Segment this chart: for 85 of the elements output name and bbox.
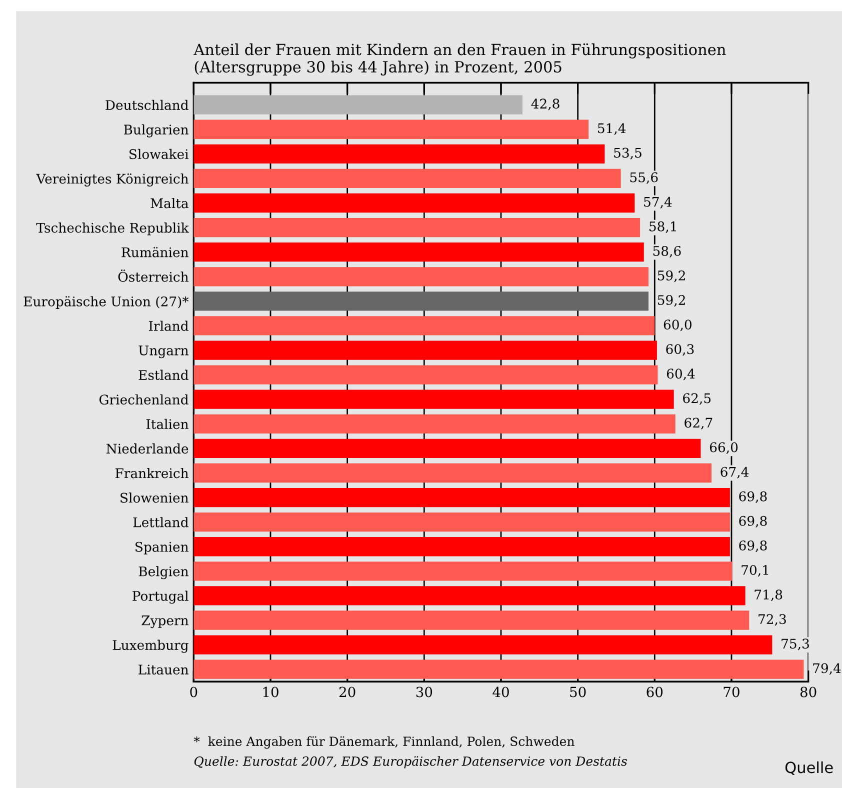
y-tick-label: Österreich bbox=[118, 270, 188, 282]
data-label: 42,8 bbox=[531, 98, 560, 110]
bar bbox=[194, 512, 730, 532]
chart-title: Anteil der Frauen mit Kindern an den Frauen in Führungspositionen (Altersgruppe 30 bis 44 Jahre) in Prozent, 2005 bbox=[194, 43, 726, 76]
x-tick-label: 80 bbox=[800, 686, 816, 698]
y-tick-label: Tschechische Republik bbox=[36, 222, 189, 236]
x-tick-label: 20 bbox=[339, 686, 356, 698]
bar bbox=[194, 242, 644, 262]
data-label: 75,3 bbox=[782, 638, 809, 650]
data-label: 57,4 bbox=[644, 196, 672, 208]
bar bbox=[194, 316, 655, 336]
text: Quelle bbox=[785, 761, 833, 775]
bar bbox=[194, 218, 640, 238]
data-label: 51,4 bbox=[598, 123, 626, 135]
y-tick-label: Spanien bbox=[136, 542, 188, 554]
data-label: 69,8 bbox=[739, 491, 767, 503]
bar bbox=[194, 193, 635, 213]
y-tick-label: Litauen bbox=[138, 664, 188, 675]
bar bbox=[194, 168, 621, 188]
bar bbox=[194, 562, 732, 581]
x-tick-label: 50 bbox=[570, 686, 586, 698]
data-label: 71,8 bbox=[754, 590, 782, 602]
source-note: Quelle: Eurostat 2007, EDS Europäischer Datenservice von Destatis bbox=[194, 756, 627, 768]
bar bbox=[194, 340, 657, 360]
bar bbox=[194, 144, 605, 164]
data-label: 70,1 bbox=[742, 565, 768, 577]
y-tick-label: Niederlande bbox=[106, 443, 188, 454]
text: * keine Angaben für Dänemark, Finnland, Polen, Schweden bbox=[194, 736, 574, 749]
data-label: 60,4 bbox=[666, 368, 695, 380]
bar bbox=[194, 537, 730, 556]
bar bbox=[194, 95, 523, 114]
data-label: 69,8 bbox=[739, 540, 767, 552]
data-label: 55,6 bbox=[630, 172, 658, 184]
y-tick-label: Griechenland bbox=[99, 394, 188, 405]
data-label: 58,6 bbox=[653, 246, 681, 258]
y-tick-label: Frankreich bbox=[115, 468, 188, 478]
bar bbox=[194, 120, 589, 139]
y-tick-label: Irland bbox=[148, 320, 188, 331]
y-tick-label: Vereinigtes Königreich bbox=[36, 173, 188, 186]
bar bbox=[194, 390, 674, 409]
bar bbox=[194, 438, 701, 458]
data-label: 59,2 bbox=[658, 295, 685, 307]
bar bbox=[194, 635, 772, 654]
y-tick-label: Deutschland bbox=[106, 100, 188, 110]
y-tick-label: Europäische Union (27)* bbox=[24, 296, 189, 309]
x-tick-label: 40 bbox=[492, 686, 509, 698]
bar bbox=[194, 365, 658, 384]
bar bbox=[194, 610, 750, 630]
y-tick-label: Lettland bbox=[133, 517, 188, 528]
data-label: 69,8 bbox=[739, 516, 767, 528]
x-tick-label: 10 bbox=[263, 686, 278, 698]
data-label: 59,2 bbox=[658, 270, 685, 282]
y-tick-label: Malta bbox=[150, 198, 188, 208]
y-tick-label: Belgien bbox=[138, 566, 188, 580]
bar bbox=[194, 586, 746, 606]
y-tick-label: Ungarn bbox=[138, 346, 188, 358]
y-tick-label: Estland bbox=[138, 370, 188, 380]
data-label: 67,4 bbox=[720, 466, 749, 478]
bar bbox=[194, 463, 712, 483]
data-label: 60,0 bbox=[664, 320, 692, 332]
y-tick-label: Slowenien bbox=[120, 492, 188, 503]
x-tick-label: 60 bbox=[646, 686, 663, 698]
y-tick-label: Italien bbox=[146, 418, 188, 430]
y-tick-label: Luxemburg bbox=[112, 640, 188, 653]
y-tick-label: Bulgarien bbox=[124, 124, 188, 138]
bar bbox=[194, 414, 676, 434]
x-tick-label: 30 bbox=[416, 686, 432, 698]
y-tick-label: Zypern bbox=[142, 616, 188, 628]
data-label: 62,5 bbox=[683, 393, 711, 405]
data-label: 79,4 bbox=[813, 663, 841, 675]
y-tick-label: Portugal bbox=[132, 590, 188, 604]
data-label: 62,7 bbox=[684, 418, 712, 430]
data-label: 58,1 bbox=[650, 221, 676, 233]
bar bbox=[194, 292, 649, 311]
data-label: 53,5 bbox=[614, 148, 642, 160]
x-tick-label: 0 bbox=[190, 686, 198, 698]
x-tick-label: 70 bbox=[724, 686, 740, 698]
y-tick-label: Rumänien bbox=[122, 247, 188, 258]
bar bbox=[194, 488, 730, 508]
y-tick-label: Slowakei bbox=[130, 148, 188, 160]
data-label: 60,3 bbox=[666, 344, 694, 356]
bar bbox=[194, 267, 649, 286]
bar bbox=[194, 660, 804, 679]
data-label: 72,3 bbox=[758, 614, 786, 626]
data-label: 66,0 bbox=[710, 442, 738, 454]
